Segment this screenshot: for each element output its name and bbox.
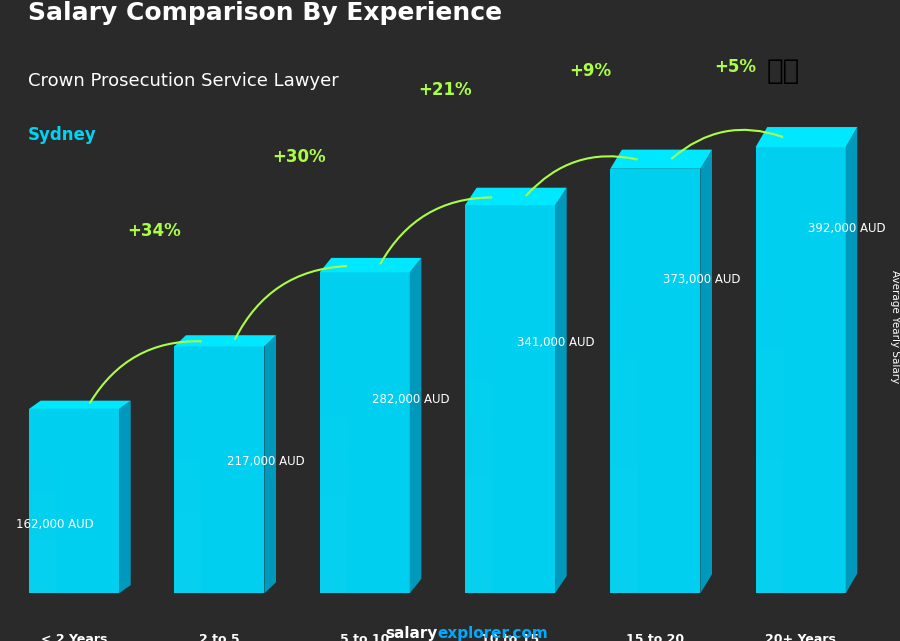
Polygon shape	[410, 258, 421, 594]
Text: salary: salary	[385, 626, 437, 641]
Text: 162,000 AUD: 162,000 AUD	[16, 518, 94, 531]
Polygon shape	[175, 335, 276, 346]
Polygon shape	[555, 188, 567, 594]
FancyArrowPatch shape	[672, 130, 782, 158]
Text: +34%: +34%	[127, 222, 181, 240]
Polygon shape	[465, 188, 567, 205]
Polygon shape	[265, 335, 276, 594]
Text: 373,000 AUD: 373,000 AUD	[662, 273, 740, 286]
Polygon shape	[610, 149, 712, 169]
Text: 15 to 20: 15 to 20	[626, 633, 684, 641]
Polygon shape	[465, 205, 555, 594]
Text: < 2 Years: < 2 Years	[40, 633, 107, 641]
Text: Sydney: Sydney	[28, 126, 96, 144]
Text: 10 to 15: 10 to 15	[481, 633, 539, 641]
Text: Average Yearly Salary: Average Yearly Salary	[890, 271, 900, 383]
Polygon shape	[29, 409, 119, 594]
Polygon shape	[119, 401, 130, 594]
FancyArrowPatch shape	[235, 266, 346, 339]
Text: Salary Comparison By Experience: Salary Comparison By Experience	[28, 1, 501, 26]
Text: 2 to 5: 2 to 5	[199, 633, 239, 641]
Text: explorer.com: explorer.com	[437, 626, 548, 641]
Text: 392,000 AUD: 392,000 AUD	[808, 222, 886, 235]
Polygon shape	[846, 127, 858, 594]
FancyArrowPatch shape	[526, 156, 636, 196]
Polygon shape	[756, 147, 846, 594]
Text: +21%: +21%	[418, 81, 472, 99]
Text: 217,000 AUD: 217,000 AUD	[227, 455, 304, 468]
Polygon shape	[756, 127, 858, 147]
Text: 341,000 AUD: 341,000 AUD	[518, 336, 595, 349]
Polygon shape	[175, 346, 265, 594]
Text: 20+ Years: 20+ Years	[765, 633, 836, 641]
Text: 🇦🇺: 🇦🇺	[767, 56, 799, 85]
Text: 282,000 AUD: 282,000 AUD	[372, 392, 450, 406]
Polygon shape	[610, 169, 700, 594]
Text: 5 to 10: 5 to 10	[340, 633, 390, 641]
FancyArrowPatch shape	[381, 197, 491, 263]
Polygon shape	[320, 272, 410, 594]
Polygon shape	[320, 258, 421, 272]
Text: +5%: +5%	[715, 58, 756, 76]
Polygon shape	[700, 149, 712, 594]
Text: +9%: +9%	[569, 62, 611, 80]
Text: +30%: +30%	[273, 148, 326, 166]
Polygon shape	[29, 401, 130, 409]
FancyArrowPatch shape	[90, 341, 201, 403]
Text: Crown Prosecution Service Lawyer: Crown Prosecution Service Lawyer	[28, 72, 338, 90]
